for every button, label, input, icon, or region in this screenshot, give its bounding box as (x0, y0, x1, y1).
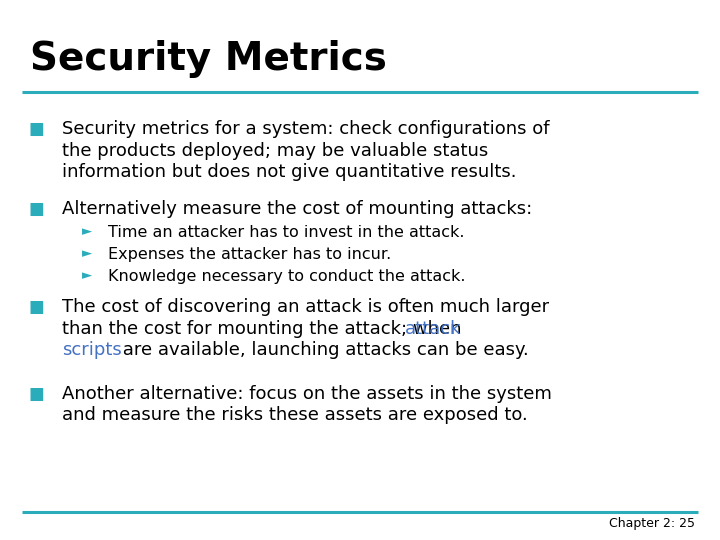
Text: ■: ■ (28, 385, 44, 403)
Text: ■: ■ (28, 200, 44, 218)
Text: information but does not give quantitative results.: information but does not give quantitati… (62, 163, 516, 181)
Text: ■: ■ (28, 298, 44, 316)
Text: ►: ► (82, 247, 92, 260)
Text: attack: attack (405, 320, 462, 338)
Text: ►: ► (82, 225, 92, 238)
Text: Chapter 2: 25: Chapter 2: 25 (609, 517, 695, 530)
Text: and measure the risks these assets are exposed to.: and measure the risks these assets are e… (62, 407, 528, 424)
Text: The cost of discovering an attack is often much larger: The cost of discovering an attack is oft… (62, 298, 549, 316)
Text: Security Metrics: Security Metrics (30, 40, 387, 78)
Text: Time an attacker has to invest in the attack.: Time an attacker has to invest in the at… (108, 225, 464, 240)
Text: Security metrics for a system: check configurations of: Security metrics for a system: check con… (62, 120, 549, 138)
Text: ►: ► (82, 269, 92, 282)
Text: than the cost for mounting the attack; when: than the cost for mounting the attack; w… (62, 320, 467, 338)
Text: Another alternative: focus on the assets in the system: Another alternative: focus on the assets… (62, 385, 552, 403)
Text: the products deployed; may be valuable status: the products deployed; may be valuable s… (62, 141, 488, 159)
Text: Knowledge necessary to conduct the attack.: Knowledge necessary to conduct the attac… (108, 269, 466, 284)
Text: ■: ■ (28, 120, 44, 138)
Text: scripts: scripts (62, 341, 122, 359)
Text: are available, launching attacks can be easy.: are available, launching attacks can be … (117, 341, 528, 359)
Text: Expenses the attacker has to incur.: Expenses the attacker has to incur. (108, 247, 391, 262)
Text: Alternatively measure the cost of mounting attacks:: Alternatively measure the cost of mounti… (62, 200, 532, 218)
